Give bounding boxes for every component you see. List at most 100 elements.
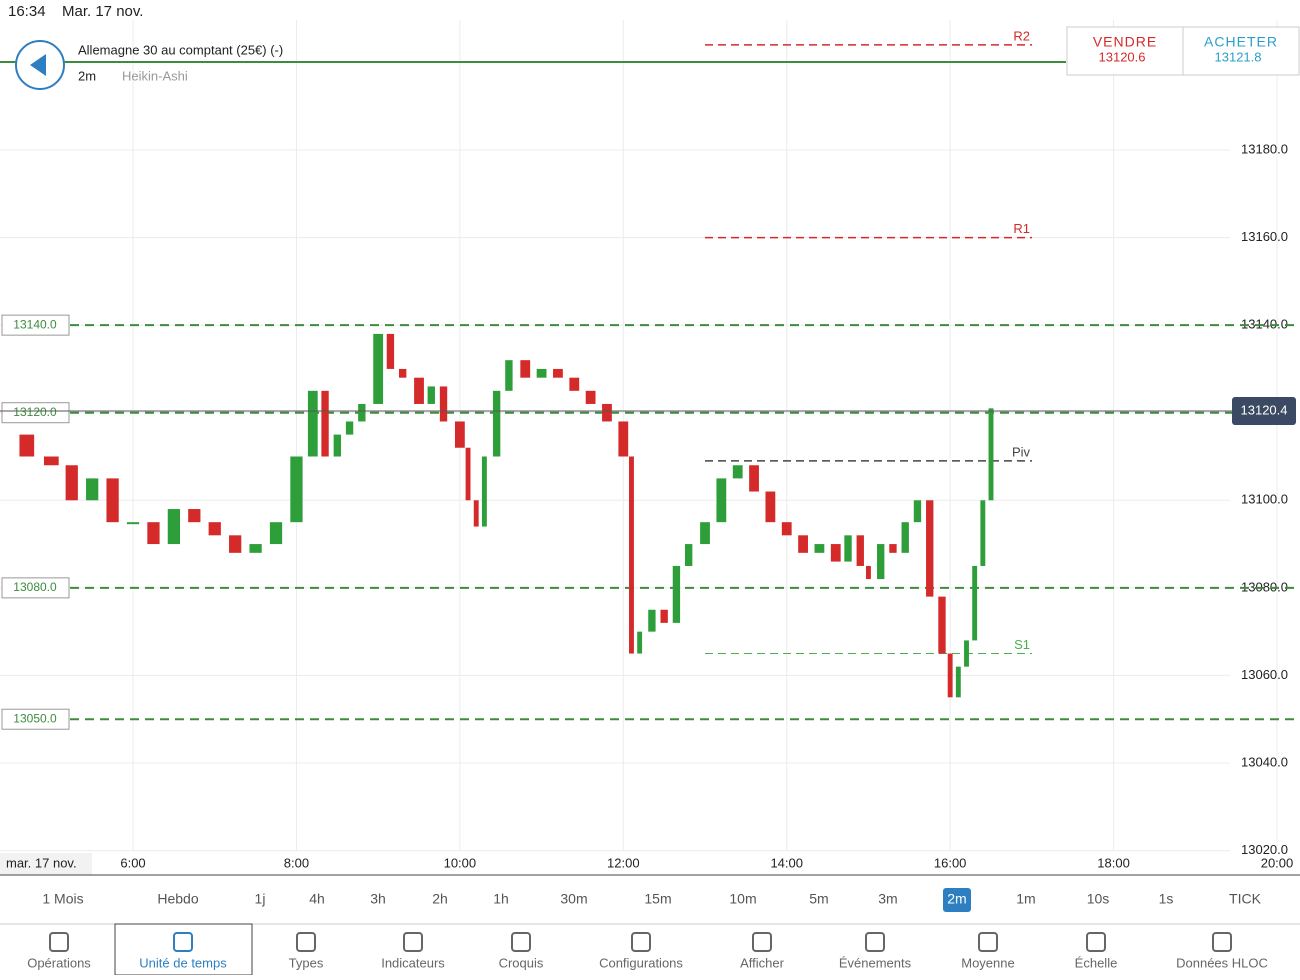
back-icon [30,54,46,76]
candle [427,386,435,404]
sell-button[interactable]: VENDRE 13120.6 [1093,34,1157,65]
tool-button[interactable]: Unité de temps [139,955,227,970]
tool-icon [49,932,69,952]
candle [972,565,978,641]
tool-button[interactable]: Indicateurs [381,955,445,970]
candle [345,421,354,435]
tool-icon [865,932,885,952]
candle [629,456,634,654]
buy-price: 13121.8 [1215,49,1262,64]
candle [637,631,643,654]
timeframe-active-bg [943,888,971,912]
buy-label: ACHETER [1204,34,1278,50]
timeframe-option[interactable]: 3h [370,891,386,907]
candle [307,390,318,457]
y-tick-label: 13080.0 [1241,579,1288,594]
date-label-bg [0,853,92,875]
timeframe-option[interactable]: 30m [560,891,587,907]
interval: 2m [78,68,96,83]
buy-button[interactable]: ACHETER 13121.8 [1204,34,1278,65]
last-price-tag [1232,396,1296,425]
level-tag [1,577,70,599]
timeframe-option[interactable]: 3m [878,891,897,907]
candle [333,434,341,457]
candle [454,421,465,448]
timeframe-option[interactable]: 4h [309,891,325,907]
timeframe-option[interactable]: 10s [1087,891,1110,907]
candle [229,535,242,553]
level-tag [1,708,70,730]
tool-button[interactable]: Croquis [499,955,544,970]
timeframe-option[interactable]: 10m [729,891,756,907]
y-tick-label: 13100.0 [1241,492,1288,507]
timeframe-option[interactable]: TICK [1229,891,1262,907]
timeframe-option[interactable]: 1m [1016,891,1035,907]
pivot-label: S1 [1014,637,1030,652]
candle [781,522,792,536]
toolbar: Opérations Unité de temps Types Indicateurs… [27,923,1268,976]
candle [553,368,563,378]
candle [439,386,448,422]
timeframe-option[interactable]: 2m [947,891,966,907]
timeframe-option[interactable]: 2h [432,891,448,907]
candle [765,491,776,523]
level-label: 13050.0 [13,711,57,725]
candle [126,522,140,525]
timeframe-option[interactable]: 5m [809,891,828,907]
tool-button[interactable]: Événements [839,955,912,970]
x-tick-label: 10:00 [444,855,477,870]
tool-button[interactable]: Moyenne [961,955,1014,970]
candle [321,390,329,457]
tool-button[interactable]: Échelle [1075,955,1118,970]
tool-button[interactable]: Configurations [599,955,683,970]
candle [465,447,471,501]
candle [865,565,871,580]
timeframe-option[interactable]: 1 Mois [42,891,83,907]
timeframe-option[interactable]: Hebdo [157,891,198,907]
candle [947,653,953,698]
tool-button[interactable]: Données HLOC [1176,955,1268,970]
timeframe-option[interactable]: 1h [493,891,509,907]
candle [716,478,727,523]
timeframe-option[interactable]: 1s [1159,891,1174,907]
tool-button[interactable]: Opérations [27,955,91,970]
candle [147,522,160,545]
candle [492,390,501,457]
tool-icon [752,932,772,952]
candle [414,377,424,404]
x-tick-label: 16:00 [934,855,967,870]
plot: 6:00 8:00 10:00 12:00 14:00 16:00 18:00 20:0013… [0,20,1300,875]
x-tick-label: 14:00 [770,855,803,870]
y-tick-label: 13060.0 [1241,667,1288,682]
level-label: 13080.0 [13,580,57,594]
candle [86,478,99,501]
candle [188,509,201,523]
candle [988,408,994,501]
candle [536,368,547,378]
candle [618,421,629,457]
candle [856,535,864,566]
tool-button[interactable]: Afficher [740,955,785,970]
timeframe-option[interactable]: 1j [255,891,266,907]
candle [672,565,681,623]
candle [844,535,852,562]
candle [473,500,479,527]
x-tick-label: 20:00 [1261,855,1294,870]
level-tag [1,402,70,424]
candle [660,609,668,623]
tool-button[interactable]: Types [289,955,324,970]
tool-icon [296,932,316,952]
timeframe-option[interactable]: 15m [644,891,671,907]
candle [386,333,395,369]
level-label: 13120.0 [13,405,57,419]
sell-price: 13120.6 [1099,49,1146,64]
tool-icon [173,932,193,952]
pivot-label: R1 [1013,221,1030,236]
candle [269,522,283,545]
candle [913,500,922,523]
candle [520,360,531,378]
candle [964,640,969,667]
timeframe-bar: 1 Mois Hebdo 1j 4h 3h 2h 1h 30m 15m 10m 5m 3m 2m 1m 10… [42,888,1262,912]
